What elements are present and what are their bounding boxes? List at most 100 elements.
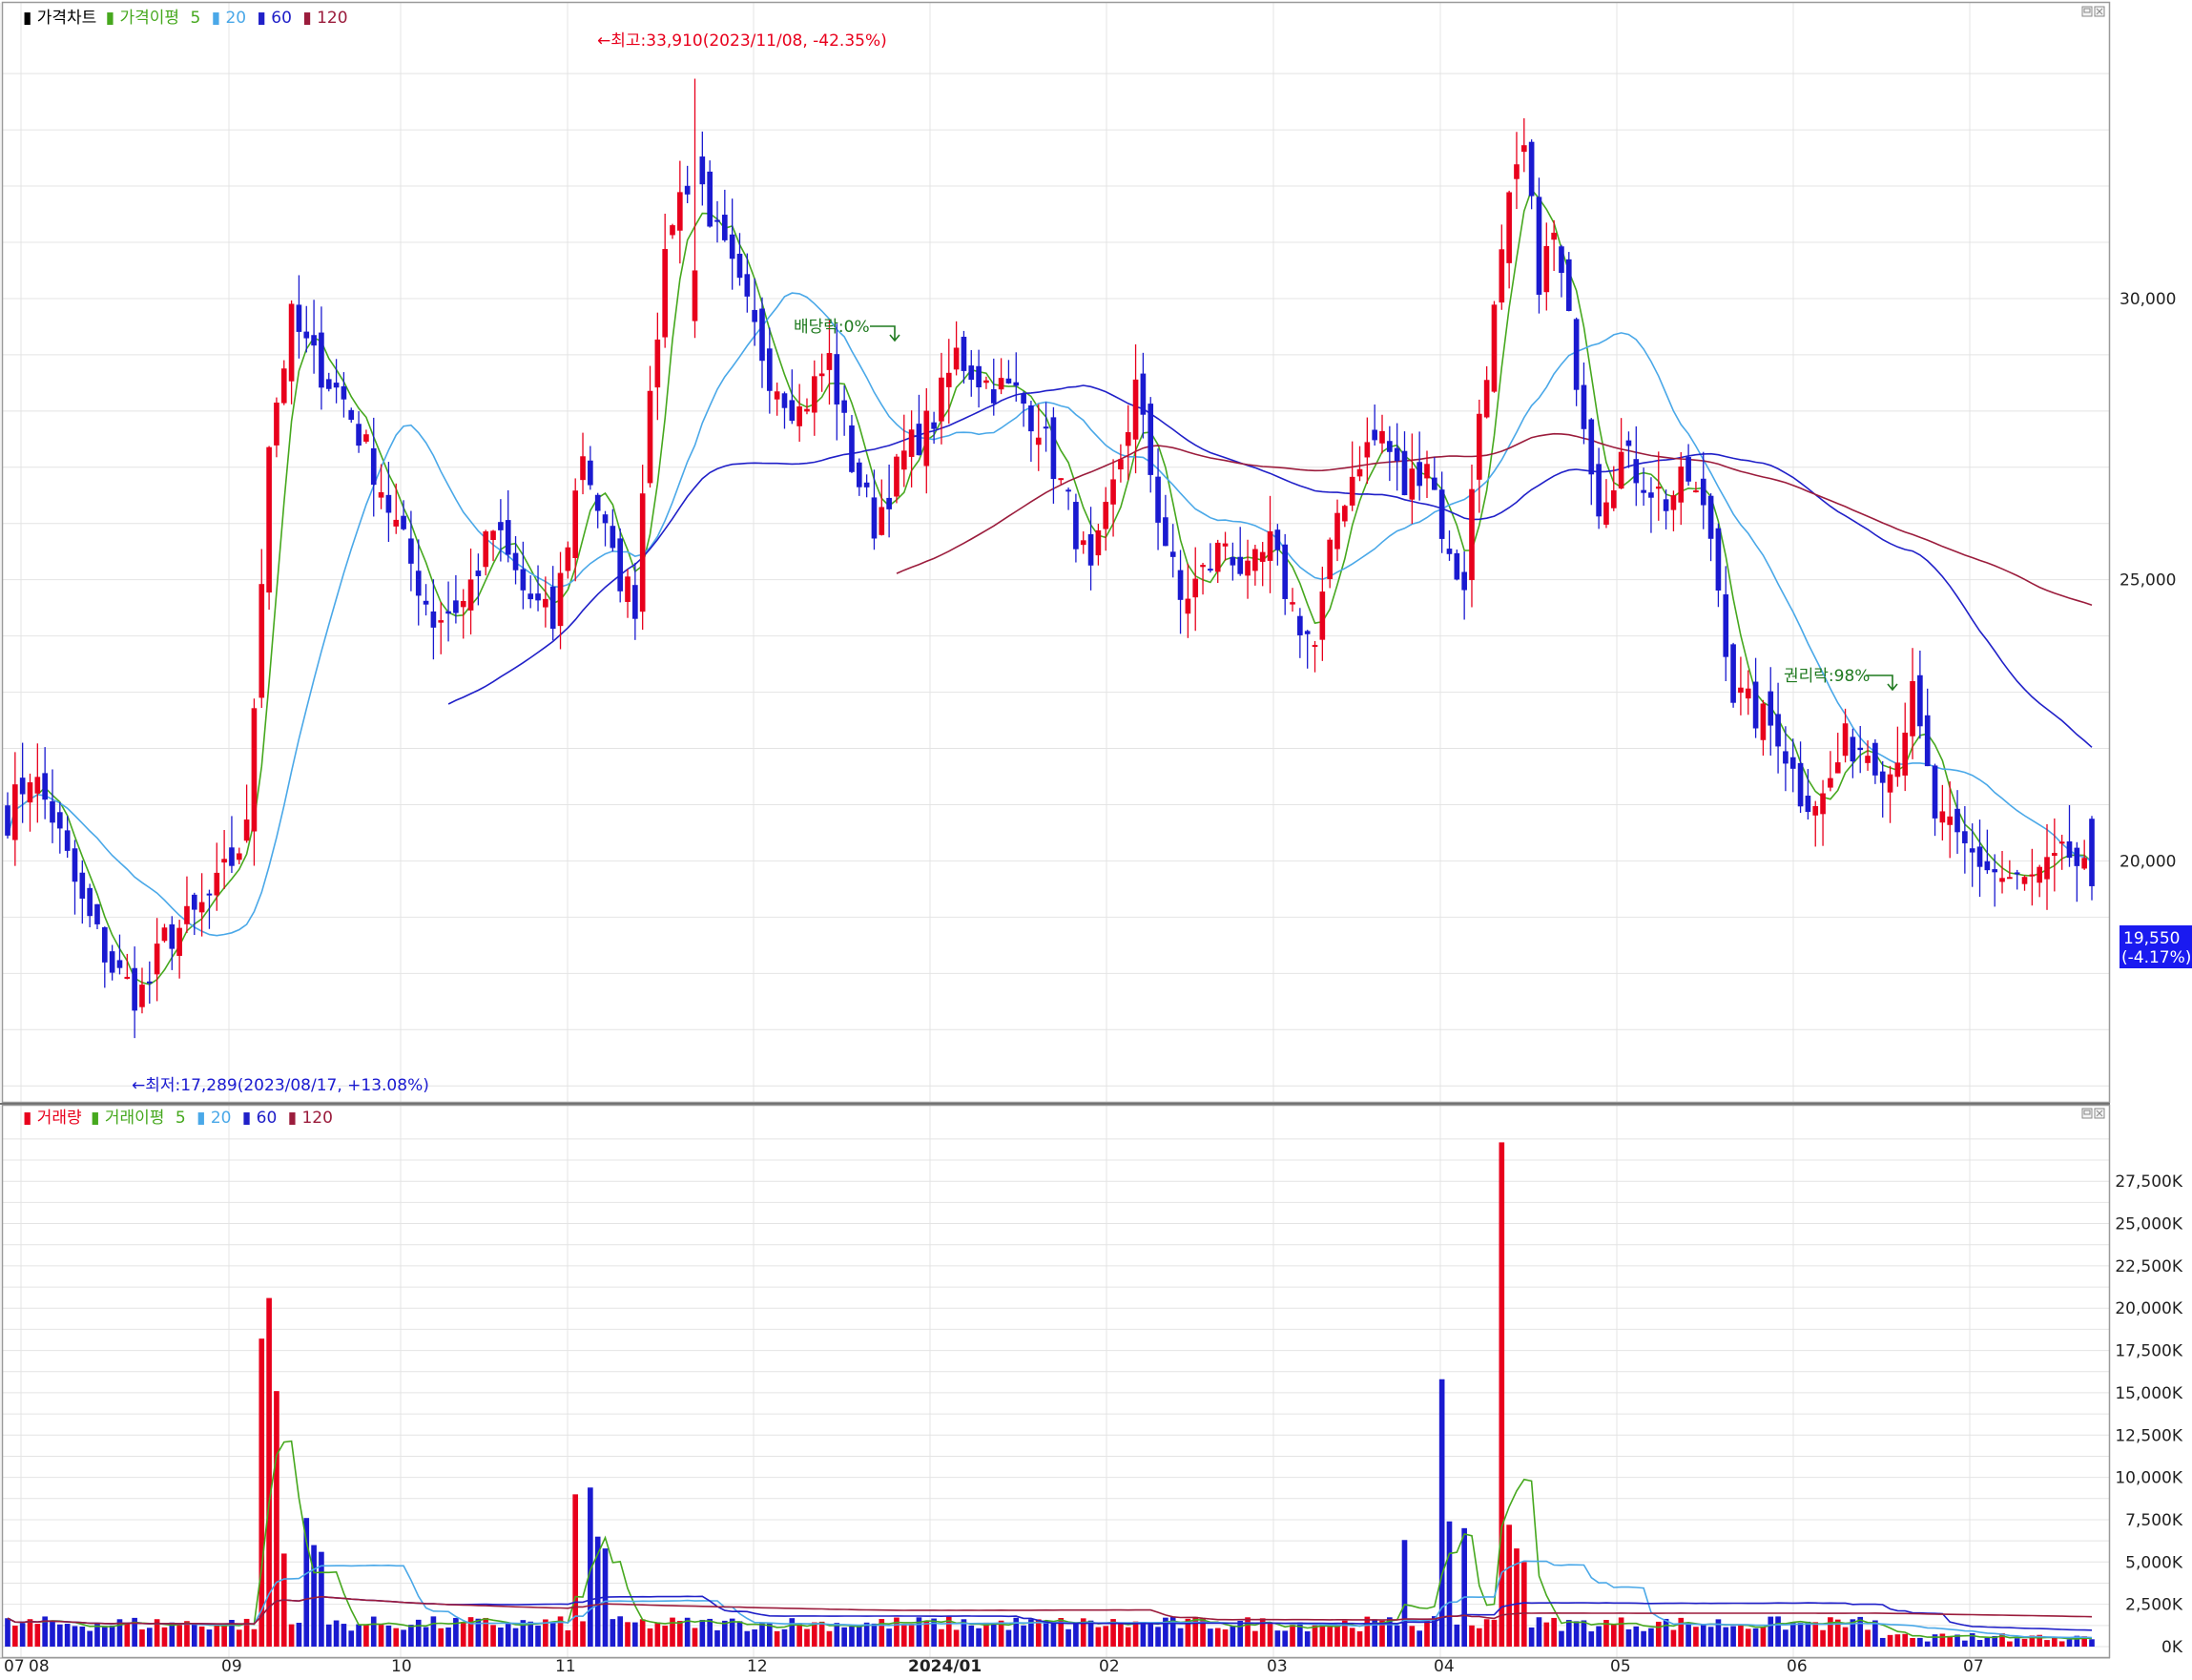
volume-axis-tick: 22,500K [2115,1257,2182,1276]
candle-body [154,944,160,975]
volume-axis-tick: 0K [2161,1638,2183,1657]
candle-up [1902,702,1909,792]
volume-bar-up [2081,1636,2087,1647]
volume-bar-down [415,1619,422,1647]
candle-up [1356,446,1363,482]
volume-bar-up [27,1619,33,1647]
candle-up [1103,487,1109,551]
volume-bar-up [1693,1627,1699,1647]
candle-body [602,514,609,524]
candle-down [341,372,347,418]
volume-axis-tick: 25,000K [2115,1215,2182,1234]
candle-down [50,769,55,843]
volume-bar-down [1230,1626,1236,1647]
candle-body [1514,164,1520,179]
x-axis-tick: 06 [1787,1657,1808,1676]
volume-axis-tick: 12,500K [2115,1426,2182,1445]
candle-up [1618,418,1624,489]
volume-legend: ▮ 거래량 ▮ 거래이평 5 ▮ 20 ▮ 60 ▮ 120 [23,1109,333,1128]
candle-body [64,830,71,851]
candle-body [2081,858,2087,869]
volume-bar-up [1670,1629,1677,1647]
candle-body [804,408,810,412]
candle-down [1917,651,1923,739]
candle-up [796,384,802,442]
legend-marker: ▮ [212,9,220,28]
volume-bar-down [1438,1379,1445,1647]
candle-up [826,320,833,405]
candle-down [871,469,878,550]
volume-bar-up [1222,1629,1229,1647]
volume-bar-down [94,1624,100,1647]
candle-body [692,270,698,321]
candle-down [961,330,967,384]
candle-up [1058,478,1065,485]
candle-body [1424,464,1430,479]
candle-down [1461,550,1467,620]
candle-down [1581,362,1587,445]
volume-bar-down [729,1618,735,1647]
volume-bar-up [483,1617,489,1647]
candle-body [752,309,757,322]
candle-body [953,347,960,370]
candle-body [341,385,347,400]
volume-bar-down [752,1628,757,1647]
legend-marker: ▮ [91,1109,99,1128]
volume-bar-down [72,1626,78,1647]
candle-down [863,474,870,498]
volume-bar-down [1857,1616,1864,1647]
price-legend-ma-label: 가격이평 [120,9,180,28]
candle-down [1984,829,1991,874]
candle-body [1633,459,1640,484]
volume-bar-down [527,1621,534,1647]
price-panel-frame [1,1,2111,1104]
volume-axis-tick: 15,000K [2115,1384,2182,1403]
volume-bar-down [1401,1540,1408,1647]
candle-up [677,160,683,264]
volume-bar-up [1551,1617,1557,1647]
candle-down [1005,360,1012,384]
candle-down [602,510,609,547]
candle-body [483,531,489,568]
candle-body [109,951,115,973]
volume-bar-up [654,1622,661,1647]
volume-bar-down [348,1630,355,1647]
candle-down [445,581,451,642]
volume-panel-close-button[interactable] [2094,1108,2105,1119]
volume-bar-down [1237,1620,1244,1647]
candle-body [1834,762,1841,774]
volume-bar-up [1327,1627,1334,1647]
candle-down [729,198,735,290]
volume-bar-down [132,1617,137,1647]
candle-body [1559,246,1564,274]
volume-bar-down [722,1620,728,1647]
volume-bar-down [2089,1639,2095,1647]
candle-up [236,847,242,865]
volume-bar-up [894,1617,900,1647]
volume-bar-up [908,1624,915,1647]
volume-bar-down [976,1628,982,1647]
last-price-box [2120,925,2192,968]
candle-body [1058,478,1065,481]
candle-body [2058,841,2065,844]
candle-down [1775,682,1781,774]
volume-bar-up [1476,1628,1482,1647]
volume-bar-up [923,1621,930,1647]
volume-bar-down [1043,1620,1049,1647]
legend-marker: ▮ [106,9,114,28]
price-panel-restore-button[interactable] [2081,6,2093,17]
candle-up [1947,781,1954,859]
volume-bar-down [1565,1620,1572,1647]
candle-down [1924,688,1931,767]
candle-body [1565,259,1572,311]
volume-panel-restore-button[interactable] [2081,1108,2093,1119]
price-panel-close-button[interactable] [2094,6,2105,17]
candle-up [2081,840,2087,870]
volume-bar-down [594,1536,601,1647]
candle-body [1230,556,1236,566]
candle-down [325,372,332,392]
volume-bar-up [214,1625,220,1647]
candle-body [161,927,168,942]
candle-body [1110,479,1116,505]
